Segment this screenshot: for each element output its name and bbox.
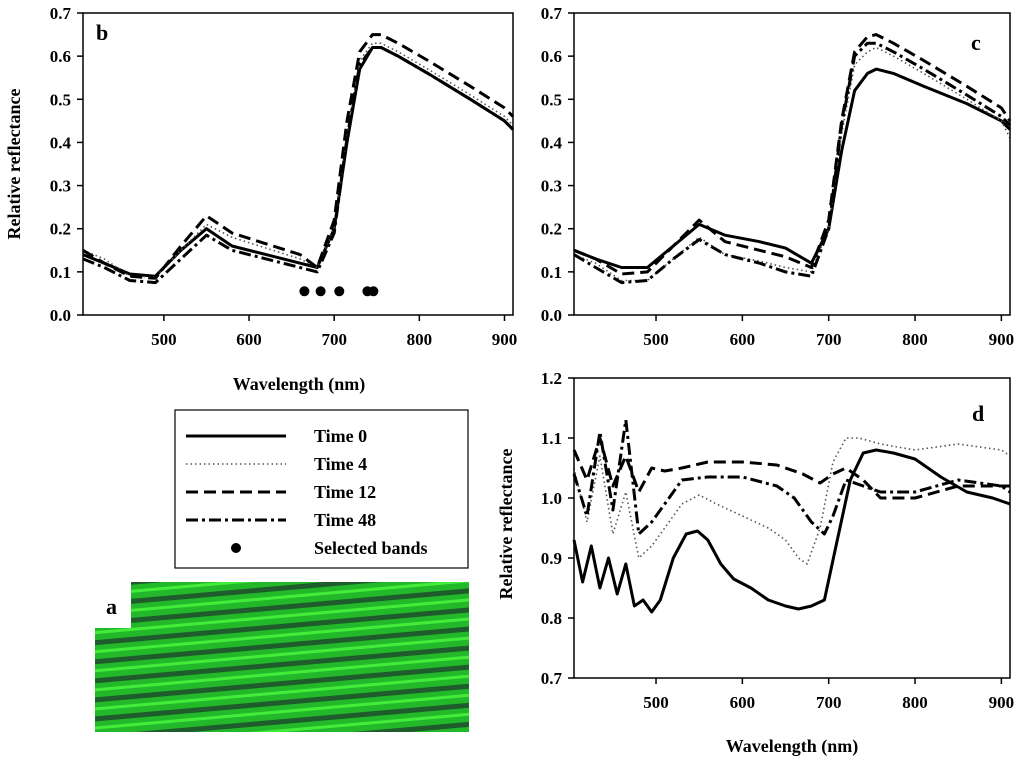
panel-d-series-time-48 xyxy=(572,418,1011,536)
panel-b-series-time-0 xyxy=(82,46,515,278)
panel-c-series-time-48 xyxy=(573,41,1012,285)
panel-c-axes: 500 600 700 800 900 0.0 0.1 0.2 0.3 0.4 0.5 0.6 0.7 xyxy=(541,4,1014,349)
y-tick-label: 0.3 xyxy=(541,177,562,196)
y-tick-label: 0.1 xyxy=(541,263,562,282)
panel-b-frame xyxy=(82,12,514,316)
x-tick-label: 900 xyxy=(492,330,518,349)
panel-c-frame xyxy=(573,12,1011,316)
y-tick-label: 0.2 xyxy=(50,220,71,239)
image-panel-a: a xyxy=(95,582,469,732)
panel-b-ylabel: Relative reflectance xyxy=(4,88,24,239)
y-tick-label: 0.5 xyxy=(541,90,562,109)
x-tick-label: 800 xyxy=(902,693,928,712)
y-tick-label: 1.2 xyxy=(541,369,562,388)
y-tick-label: 0.7 xyxy=(541,4,563,23)
x-tick-label: 500 xyxy=(151,330,177,349)
panel-d-letter: d xyxy=(972,401,984,426)
panel-d-xlabel: Wavelength (nm) xyxy=(726,736,859,757)
panel-d-series-time-12 xyxy=(572,436,1010,500)
y-tick-label: 0.0 xyxy=(541,306,562,325)
x-tick-label: 600 xyxy=(730,693,756,712)
selected-band-marker xyxy=(315,286,326,297)
x-tick-label: 500 xyxy=(643,693,669,712)
y-tick-label: 0.7 xyxy=(50,4,72,23)
panel-c-series-time-12 xyxy=(573,33,1012,276)
x-tick-label: 800 xyxy=(902,330,928,349)
y-tick-label: 0.8 xyxy=(541,609,562,628)
panel-c-letter: c xyxy=(971,30,981,55)
y-tick-label: 1.1 xyxy=(541,429,562,448)
panel-b-axes: 500 600 700 800 900 0.0 0.1 0.2 0.3 0.4 0.5 0.6 0.7 xyxy=(50,4,517,349)
y-tick-label: 1.0 xyxy=(541,489,562,508)
legend-label-selected-bands: Selected bands xyxy=(314,538,428,558)
x-tick-label: 900 xyxy=(989,330,1015,349)
y-tick-label: 0.3 xyxy=(50,177,71,196)
panel-c-series-time-4 xyxy=(573,46,1011,282)
x-tick-label: 500 xyxy=(643,330,669,349)
panel-d-ylabel: Relative reflectance xyxy=(496,448,516,599)
panel-c: 500 600 700 800 9000.00.10.20.30.40.50.60.7 … xyxy=(541,4,1014,349)
panel-c-series-layer xyxy=(573,33,1012,285)
panel-b-letter: b xyxy=(96,20,108,45)
panel-b: 500 600 700 800 9000.00.10.20.30.40.50.60.7 … xyxy=(4,4,517,395)
panel-c-series-time-0 xyxy=(573,67,1012,269)
panel-a-letter: a xyxy=(106,594,117,619)
leaf-image xyxy=(95,582,469,732)
selected-band-marker xyxy=(368,286,379,297)
legend-label-time-0: Time 0 xyxy=(314,426,367,446)
legend-label-time-4: Time 4 xyxy=(314,454,367,474)
panel-d-series-time-0 xyxy=(572,448,1011,614)
panel-d: 500 600 700 800 900 0.7 0.8 0.9 1.0 1.1 1.2 d Wave… xyxy=(496,369,1014,757)
y-tick-label: 0.6 xyxy=(541,47,562,66)
panel-b-series-layer xyxy=(82,33,515,297)
selected-band-marker xyxy=(299,286,310,297)
legend-label-time-48: Time 48 xyxy=(314,510,376,530)
x-tick-label: 700 xyxy=(816,330,842,349)
y-tick-label: 0.4 xyxy=(541,133,563,152)
y-tick-label: 0.4 xyxy=(50,133,72,152)
y-tick-label: 0.2 xyxy=(541,220,562,239)
y-tick-label: 0.1 xyxy=(50,263,71,282)
y-tick-label: 0.0 xyxy=(50,306,71,325)
x-tick-label: 800 xyxy=(407,330,433,349)
legend-label-time-12: Time 12 xyxy=(314,482,376,502)
x-tick-label: 700 xyxy=(321,330,347,349)
x-tick-label: 900 xyxy=(989,693,1015,712)
x-tick-label: 600 xyxy=(730,330,756,349)
y-tick-label: 0.6 xyxy=(50,47,71,66)
y-tick-label: 0.9 xyxy=(541,549,562,568)
y-tick-label: 0.5 xyxy=(50,90,71,109)
panel-b-series-time-48 xyxy=(82,46,515,285)
panel-b-series-time-4 xyxy=(82,42,514,278)
panel-d-series-layer xyxy=(572,418,1011,614)
panel-d-series-time-4 xyxy=(573,437,1011,565)
label-a-background xyxy=(95,583,131,628)
legend-swatch-selected-bands xyxy=(231,543,241,553)
legend: Time 0 Time 4 Time 12 Time 48 Selected b… xyxy=(174,409,469,569)
panel-b-series-time-12 xyxy=(82,33,515,280)
panel-d-frame xyxy=(573,377,1011,679)
panel-b-xlabel: Wavelength (nm) xyxy=(233,374,366,395)
selected-band-marker xyxy=(334,286,345,297)
panel-d-axes: 500 600 700 800 900 0.7 0.8 0.9 1.0 1.1 1.2 xyxy=(541,369,1014,712)
x-tick-label: 600 xyxy=(236,330,262,349)
x-tick-label: 700 xyxy=(816,693,842,712)
y-tick-label: 0.7 xyxy=(541,669,563,688)
